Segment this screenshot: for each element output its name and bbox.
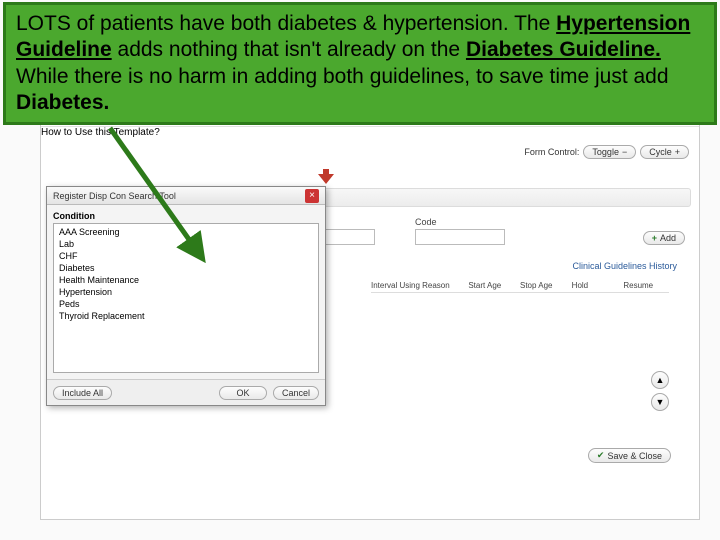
list-item[interactable]: Peds: [56, 298, 316, 310]
form-control-label: Form Control:: [524, 147, 579, 157]
toggle-button[interactable]: Toggle −: [583, 145, 636, 159]
save-close-button[interactable]: ✔ Save & Close: [588, 448, 671, 463]
col-stop-age: Stop Age: [520, 281, 566, 290]
dialog-title-text: Register Disp Con Search Tool: [53, 191, 176, 201]
col-interval: Interval Using Reason: [371, 281, 462, 290]
minus-icon: −: [622, 147, 627, 157]
callout-underline-diabetes: Diabetes Guideline.: [466, 38, 661, 61]
dialog-body: Condition AAA Screening Lab CHF Diabetes…: [47, 205, 325, 379]
condition-search-dialog: Register Disp Con Search Tool × Conditio…: [46, 186, 326, 406]
list-item[interactable]: CHF: [56, 250, 316, 262]
move-down-button[interactable]: ▼: [651, 393, 669, 411]
callout-text-2: adds nothing that isn't already on the: [112, 38, 466, 61]
list-item[interactable]: Health Maintenance: [56, 274, 316, 286]
callout-bold-diabetes: Diabetes.: [16, 91, 109, 114]
plus-icon: +: [675, 147, 680, 157]
col-start-age: Start Age: [468, 281, 514, 290]
add-button[interactable]: + Add: [643, 231, 685, 245]
condition-listbox[interactable]: AAA Screening Lab CHF Diabetes Health Ma…: [53, 223, 319, 373]
list-item[interactable]: Hypertension: [56, 286, 316, 298]
error-arrow-icon: [316, 168, 336, 186]
close-icon[interactable]: ×: [305, 189, 319, 203]
instruction-callout: LOTS of patients have both diabetes & hy…: [3, 2, 717, 125]
dialog-titlebar: Register Disp Con Search Tool ×: [47, 187, 325, 205]
code-label: Code: [415, 217, 505, 227]
col-resume: Resume: [623, 281, 669, 290]
code-input[interactable]: [415, 229, 505, 245]
list-item[interactable]: Lab: [56, 238, 316, 250]
reorder-controls: ▲ ▼: [651, 371, 669, 411]
cycle-button[interactable]: Cycle +: [640, 145, 689, 159]
plus-icon: +: [652, 233, 657, 243]
how-to-link[interactable]: How to Use this Template?: [41, 127, 160, 138]
ok-button[interactable]: OK: [219, 386, 267, 400]
list-item[interactable]: Thyroid Replacement: [56, 310, 316, 322]
check-icon: ✔: [597, 450, 605, 461]
include-all-button[interactable]: Include All: [53, 386, 112, 400]
list-item[interactable]: Diabetes: [56, 262, 316, 274]
cancel-button[interactable]: Cancel: [273, 386, 319, 400]
callout-text-1: LOTS of patients have both diabetes & hy…: [16, 12, 556, 35]
callout-text-3: While there is no harm in adding both gu…: [16, 65, 669, 88]
condition-list-label: Condition: [53, 211, 319, 221]
list-item[interactable]: AAA Screening: [56, 226, 316, 238]
clinical-history-link[interactable]: Clinical Guidelines History: [572, 261, 677, 271]
form-control-group: Form Control: Toggle − Cycle +: [524, 145, 689, 159]
dialog-footer: Include All OK Cancel: [47, 379, 325, 405]
guidelines-table-header: Interval Using Reason Start Age Stop Age…: [371, 281, 669, 293]
col-hold: Hold: [572, 281, 618, 290]
move-up-button[interactable]: ▲: [651, 371, 669, 389]
